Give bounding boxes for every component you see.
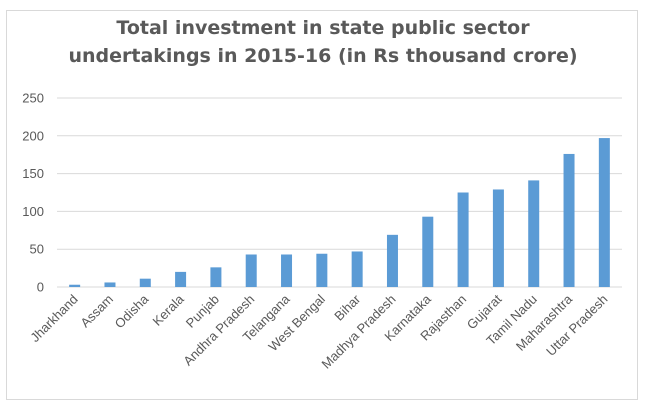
bar [316, 253, 328, 287]
y-tick-label: 150 [22, 166, 44, 181]
bar [104, 282, 116, 287]
bar [598, 138, 610, 287]
bar [139, 278, 151, 287]
bar [175, 271, 187, 287]
x-tick-label: Assam [77, 292, 116, 331]
y-tick-label: 0 [37, 280, 44, 295]
bar [457, 192, 469, 287]
y-tick-label: 100 [22, 204, 44, 219]
x-tick-label: Odisha [112, 291, 152, 331]
bar [386, 234, 398, 287]
chart-title-line-2: undertakings in 2015-16 (in Rs thousand … [68, 45, 578, 67]
bar [351, 251, 363, 287]
y-tick-label: 50 [30, 242, 44, 257]
x-tick-label: Bihar [331, 291, 364, 324]
bar [69, 284, 81, 287]
bar [281, 254, 293, 287]
bar [245, 254, 257, 287]
chart-title-line-1: Total investment in state public sector [116, 17, 530, 39]
bar [492, 189, 504, 287]
x-tick-label: Kerala [150, 291, 188, 329]
bar [528, 180, 540, 287]
y-tick-label: 250 [22, 91, 44, 106]
y-tick-label: 200 [22, 128, 44, 143]
bar [422, 216, 434, 287]
bar [210, 267, 222, 287]
bar [563, 153, 575, 287]
chart-title: Total investment in state public sector … [0, 14, 646, 70]
x-tick-label: Jharkhand [27, 292, 81, 346]
